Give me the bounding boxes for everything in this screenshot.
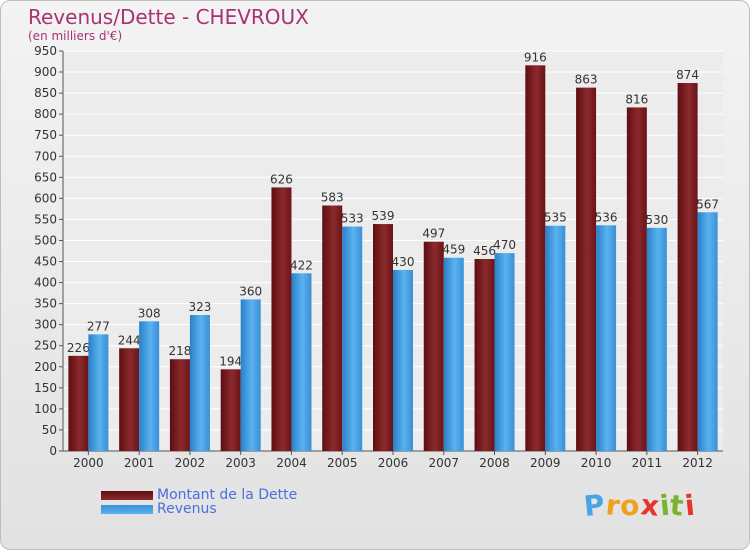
y-tick-label: 450 xyxy=(34,255,57,269)
data-label-dette: 218 xyxy=(168,344,191,358)
x-tick-label: 2008 xyxy=(479,456,510,470)
bar-revenus xyxy=(342,226,363,451)
bar-dette xyxy=(474,259,495,451)
bar-revenus xyxy=(494,253,515,451)
legend-item-dette: Montant de la Dette xyxy=(101,487,297,503)
logo-letter: P xyxy=(582,487,608,524)
data-label-dette: 916 xyxy=(524,50,547,64)
bar-revenus xyxy=(240,299,261,451)
bar-revenus xyxy=(646,227,667,451)
y-tick-label: 500 xyxy=(34,233,57,247)
data-label-dette: 874 xyxy=(676,68,699,82)
y-tick-label: 250 xyxy=(34,339,57,353)
data-label-revenus: 536 xyxy=(595,210,618,224)
data-label-revenus: 530 xyxy=(645,213,668,227)
data-label-revenus: 470 xyxy=(493,238,516,252)
x-tick-label: 2012 xyxy=(682,456,713,470)
bar-revenus xyxy=(189,315,210,451)
data-label-dette: 194 xyxy=(219,354,242,368)
x-tick-label: 2007 xyxy=(428,456,459,470)
bar-dette xyxy=(576,87,597,451)
y-tick-label: 200 xyxy=(34,360,57,374)
bar-revenus xyxy=(697,212,718,451)
x-tick-label: 2000 xyxy=(73,456,104,470)
x-tick-label: 2011 xyxy=(632,456,663,470)
y-tick-label: 700 xyxy=(34,149,57,163)
y-tick-label: 0 xyxy=(49,444,57,458)
legend-swatch-dette xyxy=(101,490,153,500)
legend-label-dette: Montant de la Dette xyxy=(157,487,298,503)
bar-dette xyxy=(119,348,140,451)
bar-dette xyxy=(220,369,241,451)
x-tick-label: 2004 xyxy=(276,456,307,470)
bar-dette xyxy=(525,65,546,451)
data-label-dette: 626 xyxy=(270,172,293,186)
y-tick-label: 150 xyxy=(34,381,57,395)
legend-item-revenus: Revenus xyxy=(101,501,217,517)
y-tick-label: 800 xyxy=(34,107,57,121)
proxiti-logo: Proxiti xyxy=(582,487,697,524)
y-tick-label: 350 xyxy=(34,297,57,311)
y-tick-label: 950 xyxy=(34,44,57,58)
data-label-revenus: 422 xyxy=(290,258,313,272)
data-label-dette: 863 xyxy=(575,73,598,87)
data-label-dette: 456 xyxy=(473,244,496,258)
data-label-dette: 816 xyxy=(625,92,648,106)
data-label-dette: 244 xyxy=(118,333,141,347)
data-label-revenus: 567 xyxy=(696,197,719,211)
bar-dette xyxy=(271,187,292,451)
bar-revenus xyxy=(88,334,109,451)
bar-dette xyxy=(169,359,190,451)
bar-dette xyxy=(626,107,647,451)
x-tick-label: 2005 xyxy=(327,456,358,470)
y-tick-label: 650 xyxy=(34,170,57,184)
data-label-revenus: 277 xyxy=(87,319,110,333)
y-tick-label: 750 xyxy=(34,128,57,142)
data-label-revenus: 459 xyxy=(442,243,465,257)
chart-title: Revenus/Dette - CHEVROUX xyxy=(28,5,309,29)
x-tick-label: 2009 xyxy=(530,456,561,470)
legend-swatch-revenus xyxy=(101,504,153,514)
data-label-revenus: 308 xyxy=(138,306,161,320)
y-tick-label: 400 xyxy=(34,276,57,290)
bar-revenus xyxy=(596,225,617,451)
y-tick-label: 300 xyxy=(34,318,57,332)
data-label-dette: 497 xyxy=(422,227,445,241)
y-tick-label: 550 xyxy=(34,212,57,226)
y-tick-label: 100 xyxy=(34,402,57,416)
x-tick-label: 2002 xyxy=(175,456,206,470)
x-tick-label: 2010 xyxy=(581,456,612,470)
data-label-dette: 539 xyxy=(372,209,395,223)
bar-dette xyxy=(423,241,444,451)
bar-dette xyxy=(322,205,343,451)
bar-revenus xyxy=(291,273,312,451)
y-tick-label: 600 xyxy=(34,191,57,205)
x-tick-label: 2001 xyxy=(124,456,155,470)
y-tick-label: 50 xyxy=(42,423,57,437)
x-tick-label: 2003 xyxy=(225,456,256,470)
legend-label-revenus: Revenus xyxy=(157,501,217,517)
y-tick-label: 900 xyxy=(34,65,57,79)
data-label-revenus: 533 xyxy=(341,212,364,226)
data-label-revenus: 535 xyxy=(544,211,567,225)
data-label-dette: 583 xyxy=(321,191,344,205)
bar-dette xyxy=(373,224,393,451)
y-tick-label: 850 xyxy=(34,86,57,100)
bar-revenus xyxy=(545,225,566,451)
data-label-revenus: 360 xyxy=(239,284,262,298)
x-tick-label: 2006 xyxy=(378,456,409,470)
data-label-dette: 226 xyxy=(67,341,90,355)
bar-revenus xyxy=(139,321,160,451)
logo-letter: i xyxy=(682,488,697,523)
bar-dette xyxy=(68,355,89,451)
data-label-revenus: 430 xyxy=(392,255,415,269)
chart-subtitle: (en milliers d'€) xyxy=(28,29,123,43)
bar-revenus xyxy=(393,269,413,451)
bar-dette xyxy=(677,83,698,451)
data-label-revenus: 323 xyxy=(188,300,211,314)
bar-revenus xyxy=(443,257,464,451)
